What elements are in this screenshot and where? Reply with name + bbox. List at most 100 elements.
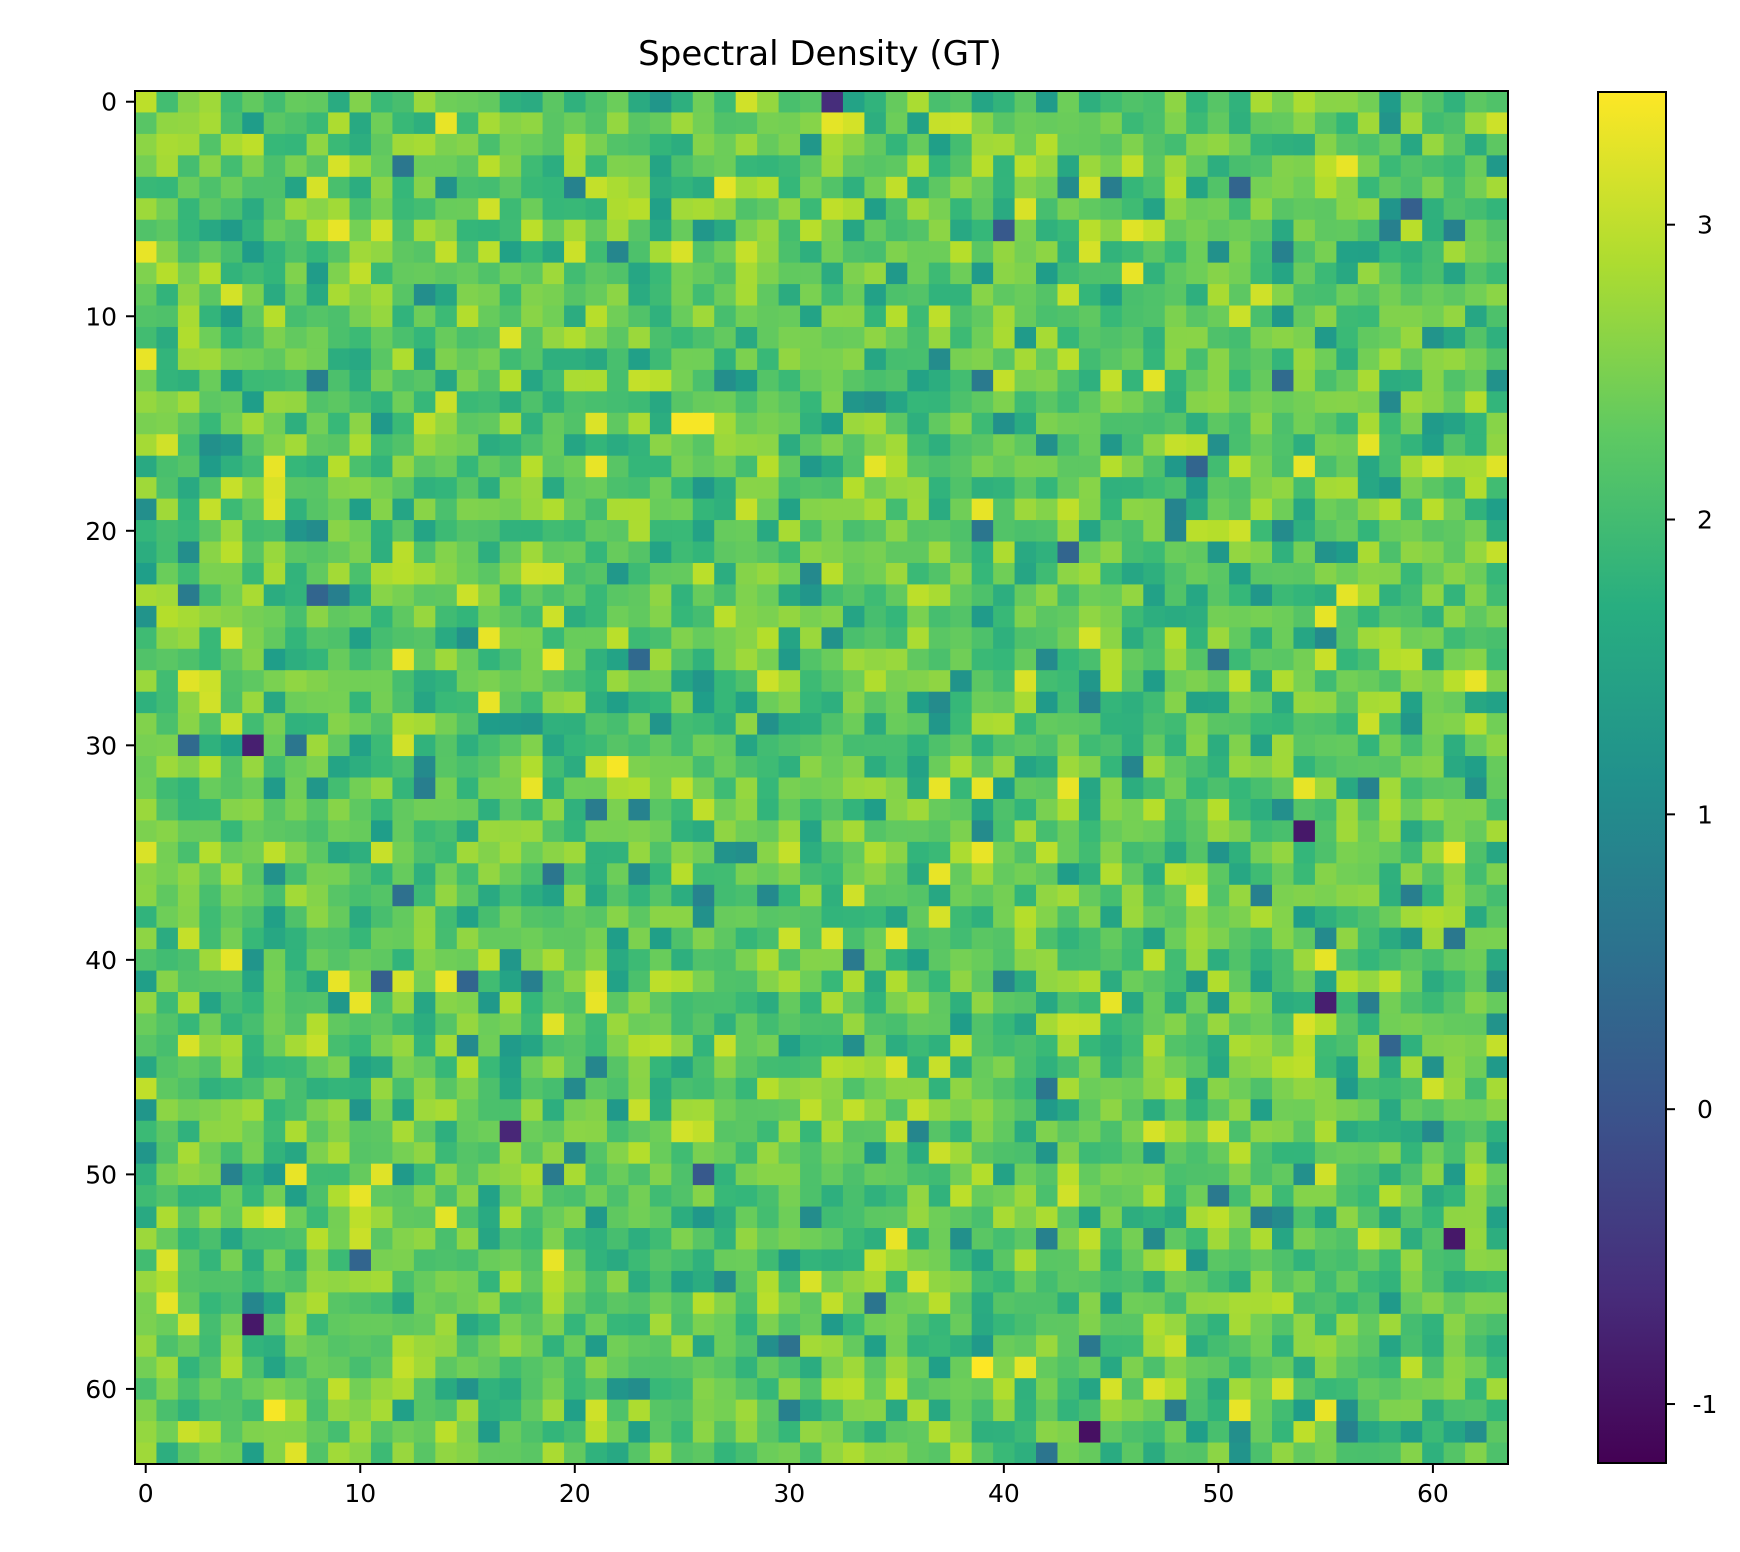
heatmap-cell xyxy=(306,605,329,628)
heatmap-cell xyxy=(735,1077,758,1100)
heatmap-cell xyxy=(671,391,694,414)
heatmap-cell xyxy=(435,112,458,135)
heatmap-cell xyxy=(328,927,351,950)
heatmap-cell xyxy=(1336,756,1359,779)
heatmap-cell xyxy=(1314,520,1337,543)
heatmap-cell xyxy=(735,455,758,478)
heatmap-cell xyxy=(757,691,780,714)
heatmap-cell xyxy=(1400,1206,1423,1229)
heatmap-cell xyxy=(950,584,973,607)
heatmap-cell xyxy=(263,1292,286,1315)
heatmap-cell xyxy=(950,1421,973,1444)
heatmap-cell xyxy=(907,391,930,414)
heatmap-cell xyxy=(199,756,222,779)
heatmap-cell xyxy=(1486,1056,1509,1079)
heatmap-cell xyxy=(1336,155,1359,178)
heatmap-cell xyxy=(671,1442,694,1465)
heatmap-cell xyxy=(821,670,844,693)
heatmap-cell xyxy=(349,1077,372,1100)
heatmap-cell xyxy=(328,369,351,392)
heatmap-cell xyxy=(1400,1270,1423,1293)
heatmap-cell xyxy=(349,541,372,564)
heatmap-cell xyxy=(564,241,587,264)
heatmap-cell xyxy=(671,584,694,607)
heatmap-cell xyxy=(714,348,737,371)
heatmap-cell xyxy=(285,1442,308,1465)
heatmap-cell xyxy=(564,1335,587,1358)
heatmap-cell xyxy=(263,670,286,693)
heatmap-cell xyxy=(1143,305,1166,328)
heatmap-cell xyxy=(263,713,286,736)
heatmap-cell xyxy=(242,584,265,607)
heatmap-cell xyxy=(328,884,351,907)
heatmap-cell xyxy=(199,1228,222,1251)
heatmap-cell xyxy=(349,1442,372,1465)
heatmap-cell xyxy=(499,648,522,671)
heatmap-cell xyxy=(564,863,587,886)
heatmap-cell xyxy=(242,284,265,307)
heatmap-cell xyxy=(971,198,994,221)
heatmap-cell xyxy=(242,884,265,907)
heatmap-cell xyxy=(177,1313,200,1336)
heatmap-cell xyxy=(714,1056,737,1079)
heatmap-cell xyxy=(1207,1399,1230,1422)
heatmap-cell xyxy=(328,541,351,564)
heatmap-cell xyxy=(392,605,415,628)
heatmap-cell xyxy=(907,562,930,586)
heatmap-cell xyxy=(800,1335,823,1358)
heatmap-cell xyxy=(1207,1099,1230,1122)
heatmap-cell xyxy=(135,176,158,199)
heatmap-cell xyxy=(735,112,758,135)
heatmap-cell xyxy=(1207,1356,1230,1379)
heatmap-cell xyxy=(1486,756,1509,779)
heatmap-cell xyxy=(392,1442,415,1465)
heatmap-cell xyxy=(1422,863,1445,886)
heatmap-cell xyxy=(413,863,436,886)
heatmap-cell xyxy=(435,1270,458,1293)
heatmap-cell xyxy=(907,1077,930,1100)
heatmap-cell xyxy=(285,798,308,821)
heatmap-cell xyxy=(263,906,286,929)
heatmap-cell xyxy=(1400,133,1423,156)
colorbar-tick-label: 1 xyxy=(1697,800,1713,829)
heatmap-cell xyxy=(521,670,544,693)
heatmap-cell xyxy=(349,434,372,457)
heatmap-cell xyxy=(542,562,565,586)
heatmap-cell xyxy=(649,949,672,972)
heatmap-cell xyxy=(821,1292,844,1315)
heatmap-cell xyxy=(907,927,930,950)
heatmap-cell xyxy=(585,1013,608,1036)
heatmap-cell xyxy=(950,520,973,543)
heatmap-cell xyxy=(950,863,973,886)
heatmap-cell xyxy=(778,477,801,500)
heatmap-cell xyxy=(349,284,372,307)
heatmap-cell xyxy=(435,198,458,221)
heatmap-cell xyxy=(1422,133,1445,156)
heatmap-cell xyxy=(1057,1270,1080,1293)
heatmap-cell xyxy=(671,412,694,435)
heatmap-cell xyxy=(628,1335,651,1358)
heatmap-cell xyxy=(735,1120,758,1143)
heatmap-cell xyxy=(842,562,865,586)
heatmap-cell xyxy=(1078,541,1101,564)
heatmap-cell xyxy=(306,1142,329,1165)
heatmap-cell xyxy=(1143,605,1166,628)
heatmap-cell xyxy=(1121,605,1144,628)
heatmap-cell xyxy=(1078,970,1101,993)
heatmap-cell xyxy=(1207,1378,1230,1401)
heatmap-cell xyxy=(1314,541,1337,564)
heatmap-cell xyxy=(1036,1378,1059,1401)
heatmap-cell xyxy=(1336,176,1359,199)
heatmap-cell xyxy=(907,992,930,1015)
heatmap-cell xyxy=(1379,477,1402,500)
heatmap-cell xyxy=(628,1249,651,1272)
heatmap-cell xyxy=(842,1292,865,1315)
heatmap-cell xyxy=(757,284,780,307)
heatmap-cell xyxy=(1293,391,1316,414)
heatmap-cell xyxy=(370,1185,394,1208)
heatmap-cell xyxy=(1379,562,1402,586)
heatmap-cell xyxy=(521,219,544,242)
heatmap-cell xyxy=(263,477,286,500)
heatmap-cell xyxy=(413,1163,436,1186)
heatmap-cell xyxy=(1486,1077,1509,1100)
